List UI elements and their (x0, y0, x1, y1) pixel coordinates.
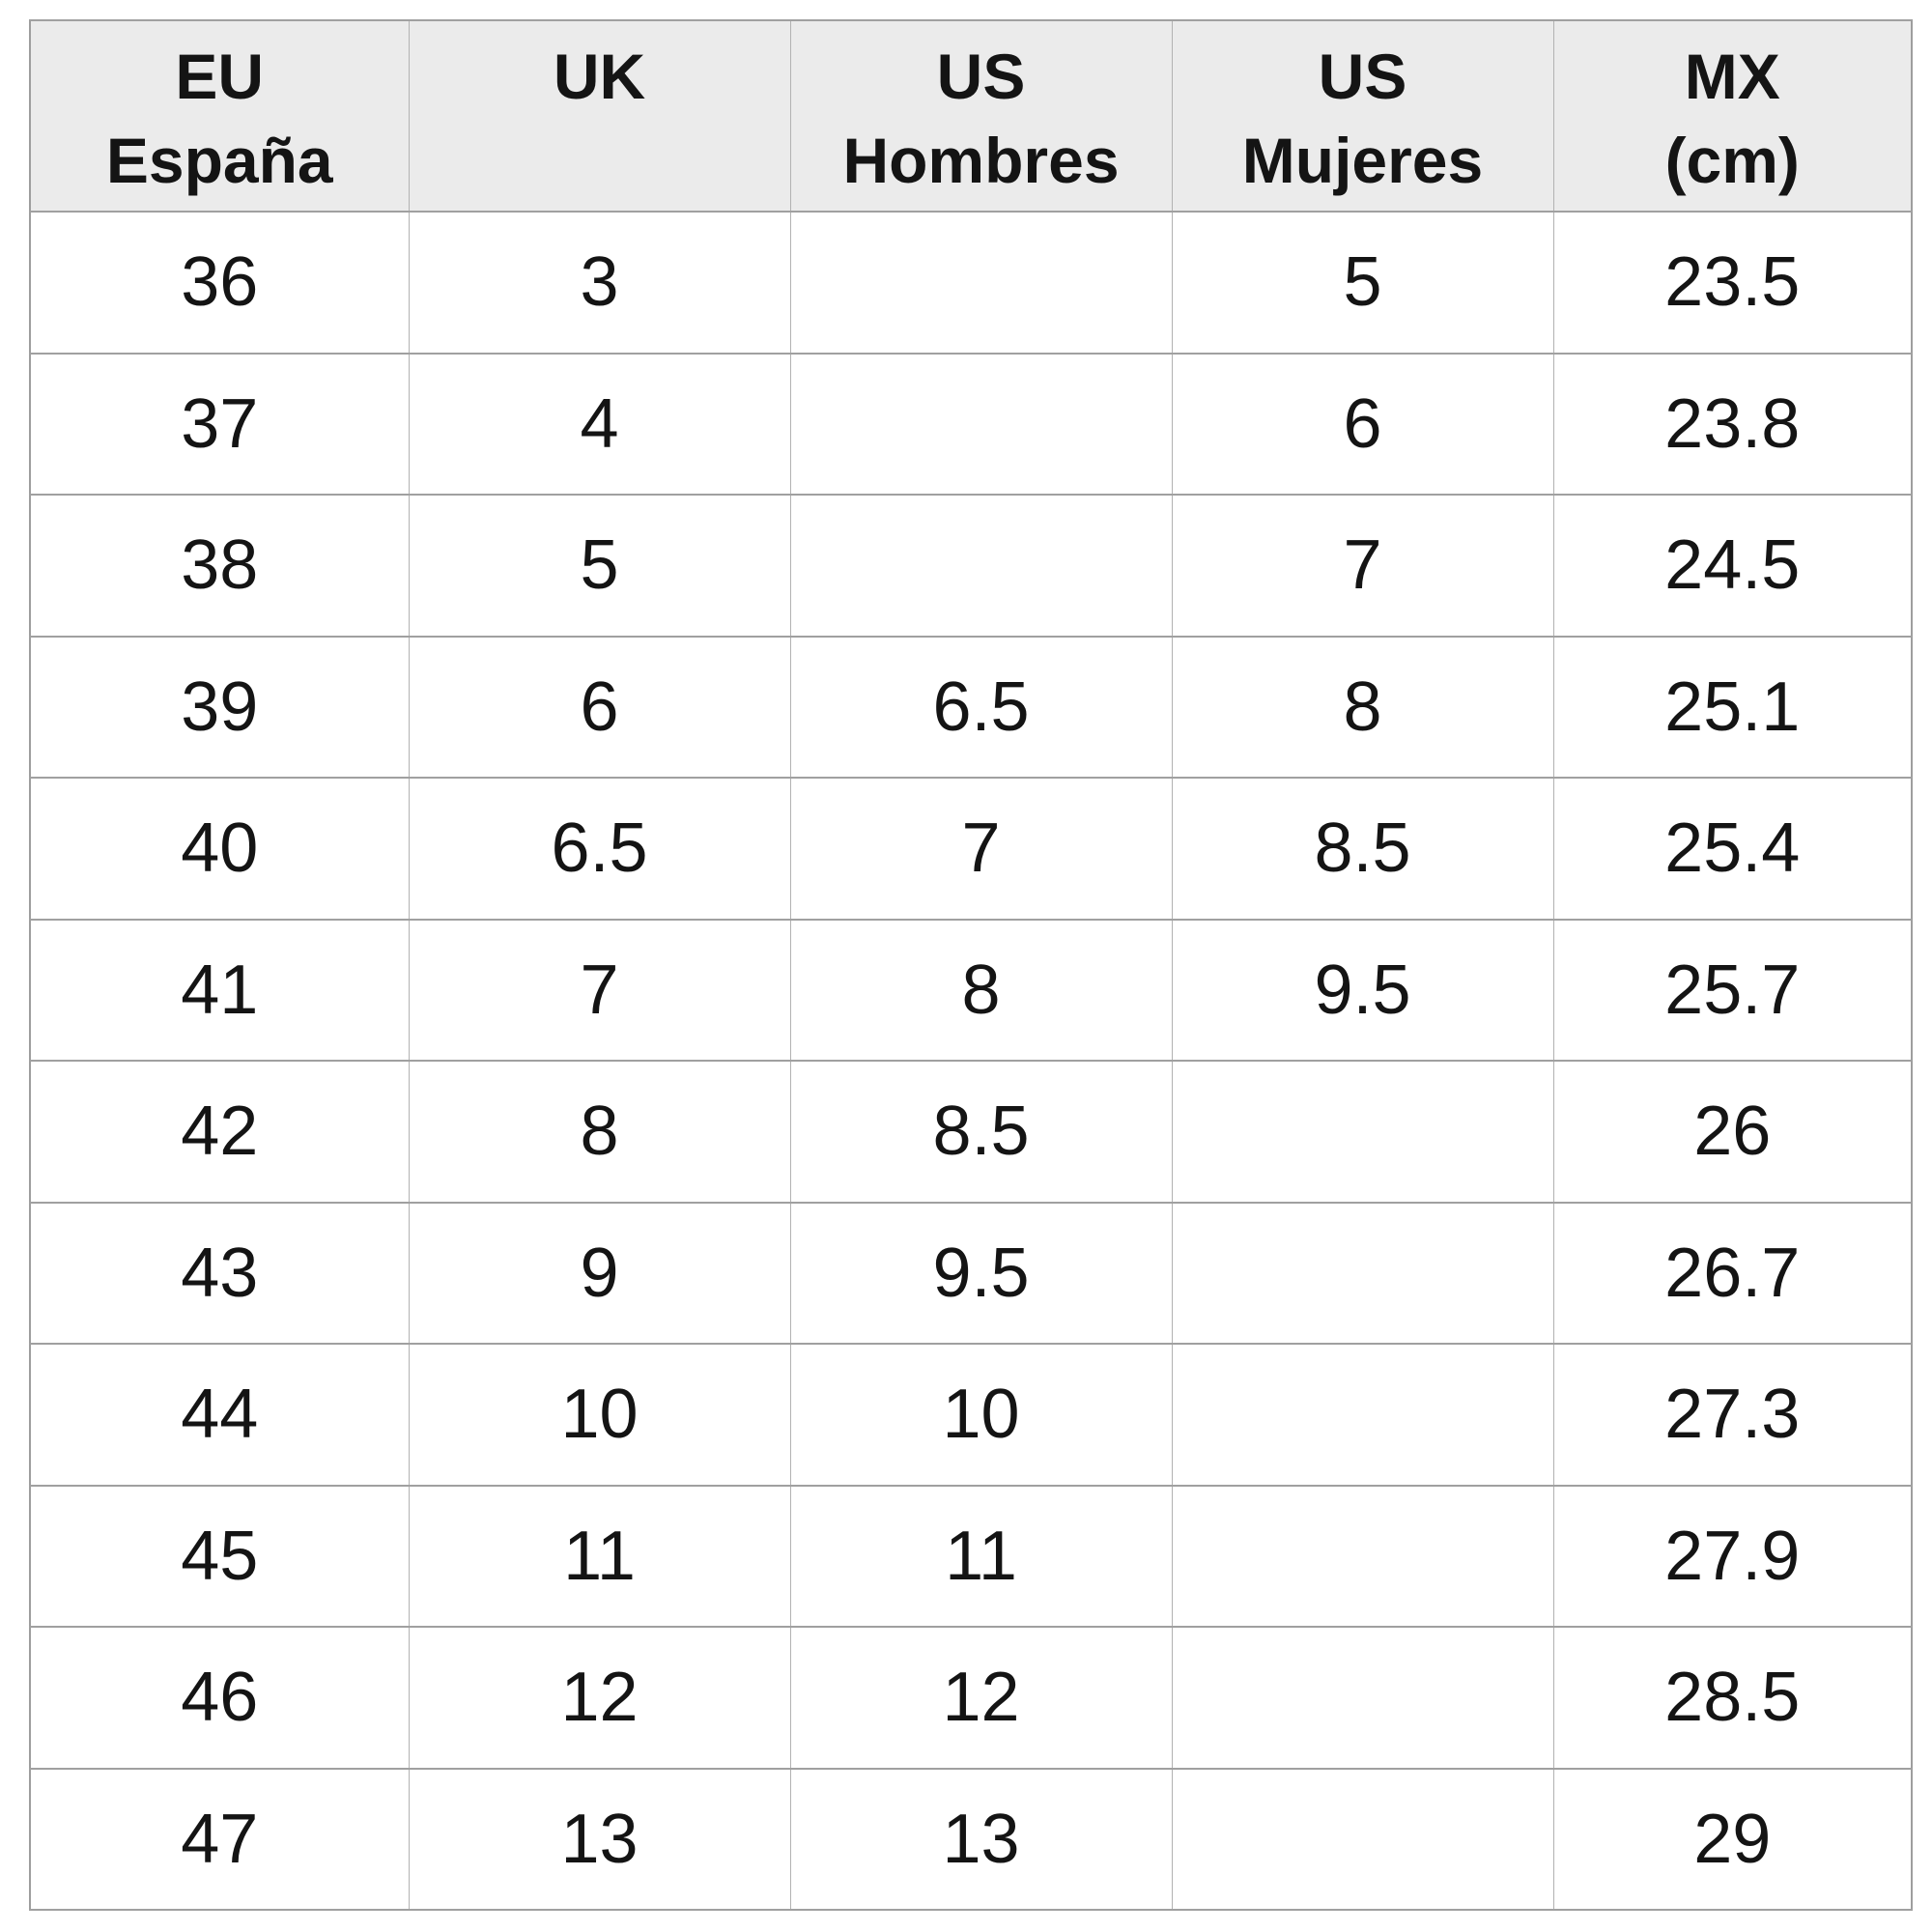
table-cell: 6.5 (408, 777, 791, 921)
table-cell: 23.8 (1552, 352, 1913, 496)
table-cell: 46 (29, 1626, 410, 1770)
table-cell: 9.5 (789, 1201, 1173, 1345)
table-cell: 24.5 (1552, 494, 1913, 638)
table-cell: 26.7 (1552, 1201, 1913, 1345)
table-cell: 13 (408, 1767, 791, 1911)
table-cell: 10 (408, 1343, 791, 1487)
table-cell: 37 (29, 352, 410, 496)
column-header-eu-espana: EU España (29, 19, 410, 213)
table-cell: 5 (408, 494, 791, 638)
table-cell: 25.7 (1552, 918, 1913, 1062)
table-cell: 29 (1552, 1767, 1913, 1911)
table-header: EU España UK US Hombres US Mujeres MX (c… (29, 19, 1913, 213)
table-cell: 40 (29, 777, 410, 921)
table-row: 39 6 6.5 8 25.1 (29, 635, 1913, 779)
table-cell: 41 (29, 918, 410, 1062)
table-cell: 12 (789, 1626, 1173, 1770)
table-body: 36 3 5 23.5 37 4 6 23.8 38 5 7 24.5 39 6… (29, 211, 1913, 1911)
column-header-us-hombres: US Hombres (789, 19, 1173, 213)
column-header-mx-cm: MX (cm) (1552, 19, 1913, 213)
table-cell: 3 (408, 211, 791, 355)
table-cell: 26 (1552, 1060, 1913, 1204)
table-cell: 7 (1171, 494, 1554, 638)
table-cell: 7 (408, 918, 791, 1062)
table-cell: 13 (789, 1767, 1173, 1911)
table-cell: 6.5 (789, 635, 1173, 779)
table-row: 43 9 9.5 26.7 (29, 1201, 1913, 1345)
size-conversion-table: EU España UK US Hombres US Mujeres MX (c… (29, 19, 1913, 1911)
table-cell: 27.3 (1552, 1343, 1913, 1487)
table-row: 45 11 11 27.9 (29, 1484, 1913, 1628)
header-row: EU España UK US Hombres US Mujeres MX (c… (29, 19, 1913, 213)
table-cell: 6 (1171, 352, 1554, 496)
table-cell (789, 494, 1173, 638)
table-row: 40 6.5 7 8.5 25.4 (29, 777, 1913, 921)
table-cell (1171, 1626, 1554, 1770)
table-cell: 8 (408, 1060, 791, 1204)
table-cell: 36 (29, 211, 410, 355)
table-cell: 8.5 (1171, 777, 1554, 921)
table-row: 46 12 12 28.5 (29, 1626, 1913, 1770)
table-cell: 9 (408, 1201, 791, 1345)
table-cell (789, 211, 1173, 355)
column-header-uk: UK (408, 19, 791, 213)
table-cell: 8.5 (789, 1060, 1173, 1204)
table-cell: 25.4 (1552, 777, 1913, 921)
table-row: 41 7 8 9.5 25.7 (29, 918, 1913, 1062)
table-cell (1171, 1201, 1554, 1345)
table-row: 37 4 6 23.8 (29, 352, 1913, 496)
table-cell: 7 (789, 777, 1173, 921)
table-row: 42 8 8.5 26 (29, 1060, 1913, 1204)
table-cell: 47 (29, 1767, 410, 1911)
table-cell (1171, 1484, 1554, 1628)
table-cell: 6 (408, 635, 791, 779)
table-cell: 39 (29, 635, 410, 779)
table-cell: 23.5 (1552, 211, 1913, 355)
table-cell: 9.5 (1171, 918, 1554, 1062)
table-cell (1171, 1060, 1554, 1204)
table-cell: 42 (29, 1060, 410, 1204)
table-row: 38 5 7 24.5 (29, 494, 1913, 638)
table-row: 44 10 10 27.3 (29, 1343, 1913, 1487)
table-cell (1171, 1343, 1554, 1487)
table-cell: 11 (408, 1484, 791, 1628)
table-cell (1171, 1767, 1554, 1911)
table-row: 47 13 13 29 (29, 1767, 1913, 1911)
table-cell: 12 (408, 1626, 791, 1770)
table-cell: 25.1 (1552, 635, 1913, 779)
table-cell: 10 (789, 1343, 1173, 1487)
table-cell: 45 (29, 1484, 410, 1628)
table-cell: 5 (1171, 211, 1554, 355)
table-cell (789, 352, 1173, 496)
table-cell: 27.9 (1552, 1484, 1913, 1628)
column-header-us-mujeres: US Mujeres (1171, 19, 1554, 213)
table-cell: 4 (408, 352, 791, 496)
table-cell: 44 (29, 1343, 410, 1487)
table-cell: 28.5 (1552, 1626, 1913, 1770)
table-cell: 8 (1171, 635, 1554, 779)
table-row: 36 3 5 23.5 (29, 211, 1913, 355)
table-cell: 43 (29, 1201, 410, 1345)
table-cell: 11 (789, 1484, 1173, 1628)
table-cell: 38 (29, 494, 410, 638)
table-cell: 8 (789, 918, 1173, 1062)
